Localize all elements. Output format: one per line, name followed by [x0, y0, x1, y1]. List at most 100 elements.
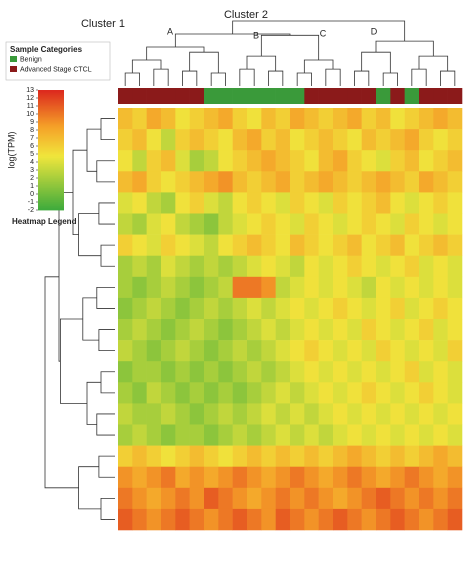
heatmap-cell: [318, 297, 334, 320]
heatmap-cell: [247, 361, 262, 383]
heatmap-cell: [376, 255, 391, 278]
colorbar-segment: [38, 144, 64, 147]
sample-category-cell: [333, 88, 348, 104]
heatmap-cell: [261, 255, 276, 278]
heatmap-cell: [204, 508, 219, 531]
heatmap-cell: [247, 255, 262, 278]
colorbar-segment: [38, 102, 64, 105]
heatmap-cell: [261, 340, 276, 362]
colorbar-segment: [38, 188, 64, 191]
heatmap-cell: [447, 382, 463, 404]
colorbar-segment: [38, 154, 64, 157]
heatmap-cell: [218, 340, 233, 362]
colorbar-segment: [38, 168, 64, 171]
colorbar-segment: [38, 130, 64, 133]
heatmap-cell: [161, 192, 176, 214]
heatmap-cell: [261, 445, 276, 467]
heatmap-cell: [261, 487, 276, 510]
colorbar-tick-label: 0: [30, 191, 34, 198]
heatmap-cell: [347, 487, 362, 510]
colorbar-segment: [38, 108, 64, 111]
heatmap-cell: [419, 445, 434, 467]
heatmap-cell: [290, 487, 305, 510]
heatmap-cell: [433, 150, 448, 172]
heatmap-cell: [376, 424, 391, 446]
sample-category-cell: [419, 88, 434, 104]
colorbar-segment: [38, 114, 64, 117]
sample-category-cell: [146, 88, 162, 104]
heatmap-cell: [433, 487, 448, 510]
heatmap-cell: [419, 108, 434, 130]
colorbar-segment: [38, 96, 64, 99]
heatmap-cell: [318, 361, 334, 383]
heatmap-cell: [161, 150, 176, 172]
heatmap-cell: [390, 234, 405, 256]
colorbar-segment: [38, 176, 64, 179]
heatmap-cell: [376, 508, 391, 531]
heatmap-cell: [447, 171, 463, 193]
heatmap-cell: [433, 508, 448, 531]
cluster-label: C: [320, 28, 327, 38]
heatmap-cell: [146, 234, 162, 256]
colorbar-segment: [38, 206, 64, 209]
heatmap-cell: [347, 340, 362, 362]
heatmap-cell: [433, 255, 448, 278]
heatmap-cell: [290, 466, 305, 489]
heatmap-cell: [132, 213, 147, 235]
sample-category-cell: [132, 88, 147, 104]
sample-category-cell: [161, 88, 176, 104]
heatmap-cell: [232, 403, 248, 425]
heatmap-cell: [118, 319, 133, 341]
heatmap-cell: [318, 487, 334, 510]
colorbar-label: log(TPM): [6, 131, 16, 168]
heatmap-cell: [146, 150, 162, 172]
heatmap-cell: [247, 340, 262, 362]
heatmap-cell: [447, 403, 463, 425]
heatmap-cell: [247, 171, 262, 193]
heatmap-cell: [376, 234, 391, 256]
colorbar-segment: [38, 182, 64, 185]
heatmap-cell: [304, 466, 319, 489]
heatmap-cell: [189, 445, 205, 467]
heatmap-cell: [419, 171, 434, 193]
heatmap-cell: [261, 319, 276, 341]
heatmap-cell: [175, 424, 190, 446]
heatmap-cell: [146, 403, 162, 425]
heatmap-cell: [204, 403, 219, 425]
heatmap-cell: [218, 424, 233, 446]
heatmap-cell: [161, 234, 176, 256]
heatmap-cell: [447, 361, 463, 383]
heatmap-cell: [447, 466, 463, 489]
colorbar-segment: [38, 164, 64, 167]
heatmap-cell: [404, 403, 420, 425]
heatmap-cell: [290, 129, 305, 151]
heatmap-cell: [175, 129, 190, 151]
heatmap-cell: [175, 150, 190, 172]
heatmap-cell: [447, 508, 463, 531]
heatmap-cell: [232, 171, 248, 193]
heatmap-cell: [347, 361, 362, 383]
heatmap-cell: [318, 171, 334, 193]
heatmap-cell: [132, 171, 147, 193]
heatmap-cell: [304, 108, 319, 130]
heatmap-cell: [433, 192, 448, 214]
heatmap-cell: [247, 297, 262, 320]
heatmap-cell: [189, 129, 205, 151]
heatmap-cell: [218, 108, 233, 130]
heatmap-cell: [247, 382, 262, 404]
colorbar-segment: [38, 146, 64, 149]
heatmap-cell: [189, 487, 205, 510]
heatmap-cell: [189, 171, 205, 193]
heatmap-cell: [275, 192, 291, 214]
heatmap-cell: [189, 297, 205, 320]
heatmap-cell: [361, 340, 377, 362]
heatmap-cell: [261, 192, 276, 214]
heatmap-cell: [161, 319, 176, 341]
heatmap-cell: [333, 508, 348, 531]
heatmap-cell: [304, 255, 319, 278]
heatmap-cell: [146, 424, 162, 446]
heatmap-cell: [447, 234, 463, 256]
heatmap-cell: [247, 108, 262, 130]
colorbar-tick-label: 11: [27, 103, 34, 110]
heatmap-cell: [132, 129, 147, 151]
